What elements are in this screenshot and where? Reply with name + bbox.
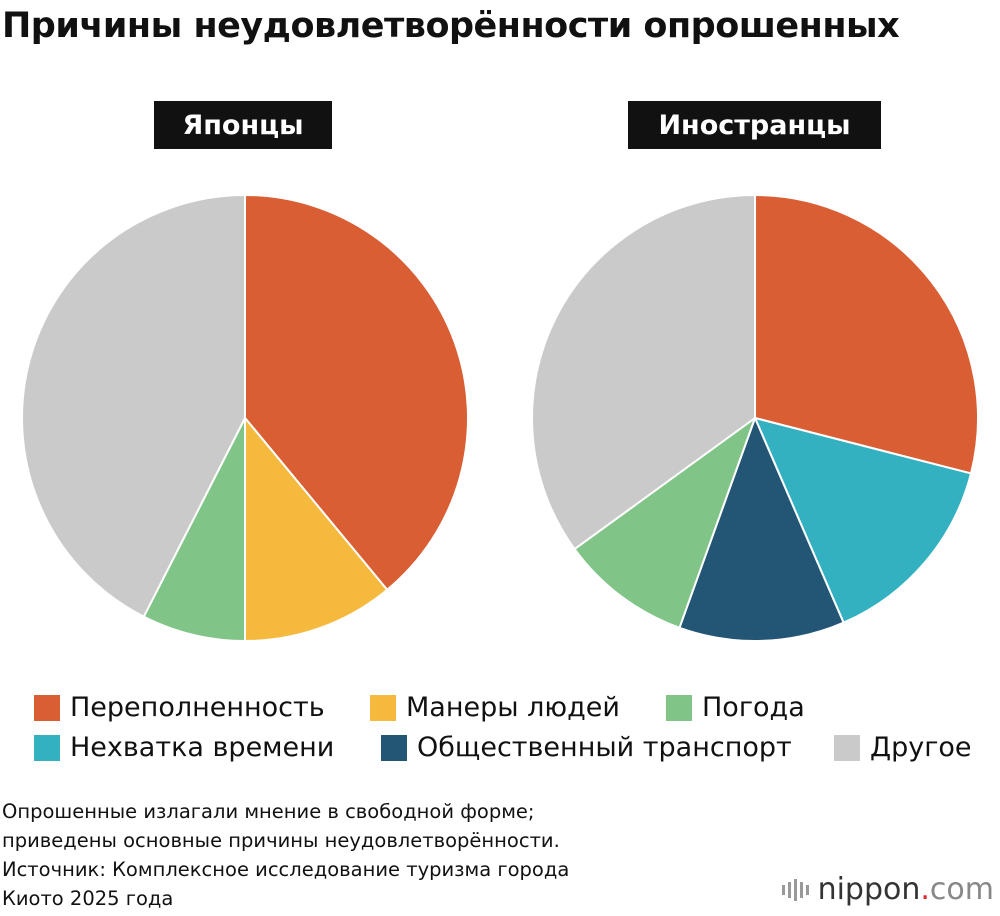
legend-label: Погода <box>702 692 805 723</box>
legend-swatch <box>34 734 60 761</box>
pie-slice-общественный-транспорт <box>678 417 845 642</box>
pie-slice-переполненность <box>244 194 469 591</box>
logo-dot: . <box>920 872 930 907</box>
pie-slice-другое <box>531 194 756 551</box>
legend-label: Манеры людей <box>406 692 620 723</box>
pie-charts <box>21 194 979 642</box>
legend-item-lack-of-time: Нехватка времени <box>34 732 334 763</box>
legend-label: Переполненность <box>70 692 325 723</box>
legend-label: Другое <box>870 732 972 763</box>
pie-slice-нехватка-времени <box>754 417 972 624</box>
legend-item-weather: Погода <box>666 692 805 723</box>
legend: Переполненность Манеры людей Погода Нехв… <box>0 684 1000 774</box>
nippon-logo: nippon. com <box>781 872 994 907</box>
legend-swatch <box>381 734 407 761</box>
pie-slice-манеры-людей <box>244 417 389 642</box>
pie-slice-другое <box>21 194 246 618</box>
legend-item-manners: Манеры людей <box>370 692 620 723</box>
pie-slice-погода <box>573 417 756 629</box>
chart-title: Причины неудовлетворённости опрошенных <box>2 6 900 46</box>
pie-slice-погода <box>142 417 246 642</box>
logo-name: nippon <box>817 872 921 907</box>
logo-bars-icon <box>781 878 812 901</box>
note-line: Опрошенные излагали мнение в свободной ф… <box>2 800 535 823</box>
legend-item-other: Другое <box>834 732 972 763</box>
legend-swatch <box>666 694 692 721</box>
legend-item-crowding: Переполненность <box>34 692 325 723</box>
legend-label: Нехватка времени <box>70 732 335 763</box>
pie-slice-переполненность <box>754 194 979 475</box>
pie-title-japanese: Японцы <box>154 101 332 149</box>
legend-swatch <box>834 734 860 761</box>
note-line: Источник: Комплексное исследование туриз… <box>2 858 570 881</box>
note-line: приведены основные причины неудовлетворё… <box>2 829 560 852</box>
source-note: Опрошенные излагали мнение в свободной ф… <box>2 797 569 913</box>
legend-swatch <box>34 694 60 721</box>
legend-item-public-transport: Общественный транспорт <box>381 732 792 763</box>
pie-title-foreigners: Иностранцы <box>628 101 881 149</box>
legend-label: Общественный транспорт <box>417 732 792 763</box>
legend-swatch <box>370 694 396 721</box>
logo-tld: com <box>929 872 994 907</box>
note-line: Киото 2025 года <box>2 887 174 910</box>
pie-foreigners <box>531 194 979 642</box>
pie-japanese <box>21 194 469 642</box>
